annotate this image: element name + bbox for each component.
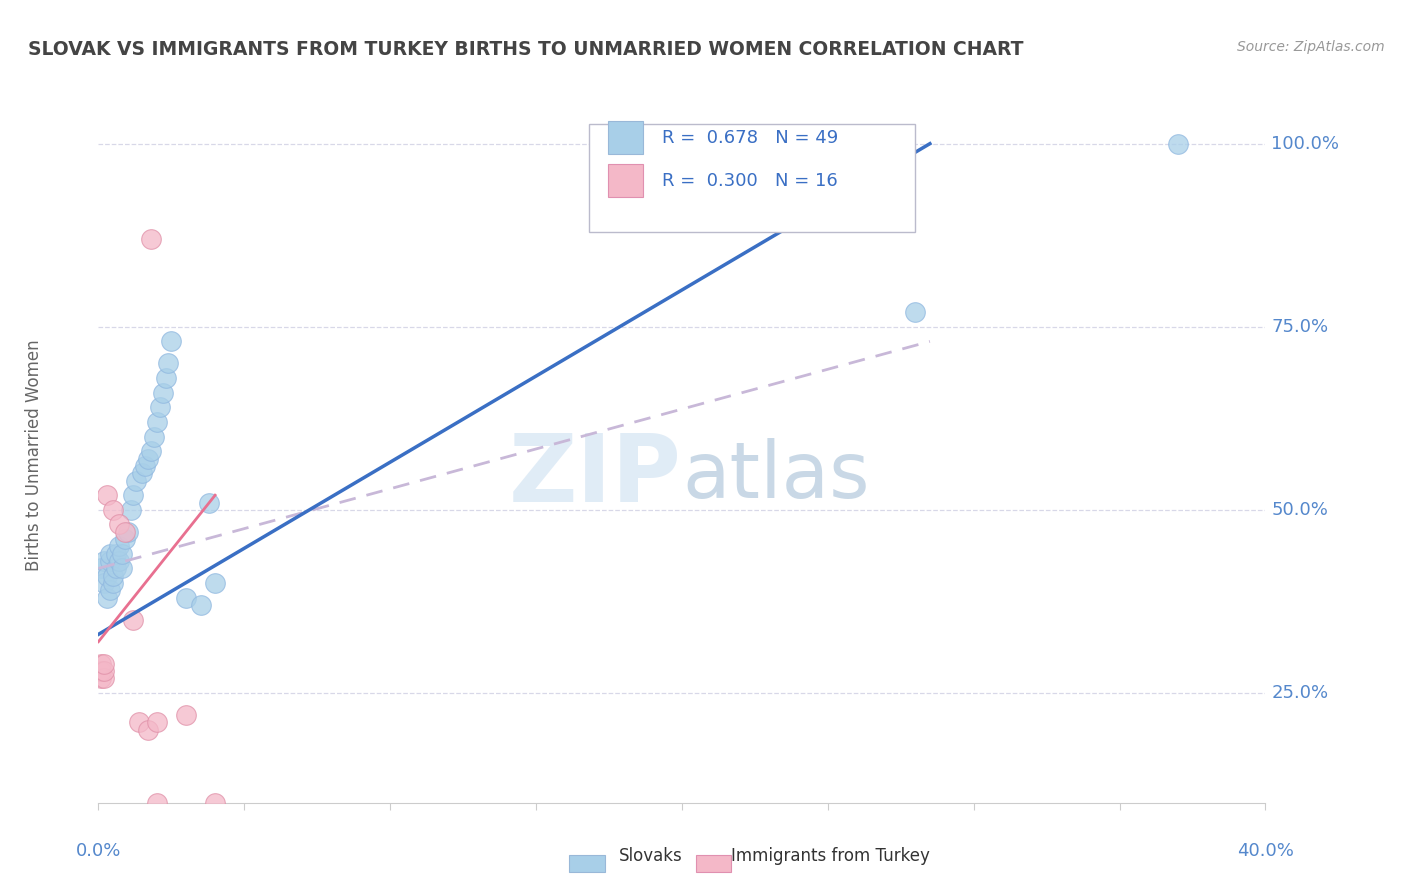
- Point: [758, 136, 780, 151]
- Point: [93, 657, 115, 671]
- Point: [190, 598, 212, 612]
- Point: [98, 554, 121, 568]
- Point: [1167, 136, 1189, 151]
- Text: Source: ZipAtlas.com: Source: ZipAtlas.com: [1237, 40, 1385, 54]
- Point: [108, 540, 131, 554]
- Point: [136, 451, 159, 466]
- Point: [155, 371, 177, 385]
- Text: 75.0%: 75.0%: [1271, 318, 1329, 335]
- Point: [90, 664, 112, 678]
- Text: ZIP: ZIP: [509, 430, 682, 522]
- Text: atlas: atlas: [682, 438, 869, 514]
- Point: [142, 429, 165, 443]
- Bar: [609, 164, 644, 197]
- Text: 40.0%: 40.0%: [1237, 842, 1294, 860]
- Point: [174, 591, 197, 605]
- Point: [122, 613, 145, 627]
- Point: [730, 136, 752, 151]
- Point: [108, 517, 131, 532]
- Point: [744, 136, 766, 151]
- Point: [657, 136, 679, 151]
- Point: [114, 532, 136, 546]
- Point: [90, 657, 112, 671]
- Point: [117, 524, 139, 539]
- Text: 50.0%: 50.0%: [1271, 500, 1329, 519]
- Text: Immigrants from Turkey: Immigrants from Turkey: [731, 847, 929, 865]
- Point: [174, 707, 197, 722]
- Point: [134, 458, 156, 473]
- Point: [198, 495, 221, 509]
- Point: [101, 568, 124, 582]
- Text: SLOVAK VS IMMIGRANTS FROM TURKEY BIRTHS TO UNMARRIED WOMEN CORRELATION CHART: SLOVAK VS IMMIGRANTS FROM TURKEY BIRTHS …: [28, 40, 1024, 59]
- Point: [90, 561, 112, 575]
- Point: [139, 444, 162, 458]
- Point: [149, 401, 172, 415]
- Point: [96, 591, 118, 605]
- Point: [136, 723, 159, 737]
- Text: R =  0.678   N = 49: R = 0.678 N = 49: [662, 128, 838, 146]
- Point: [157, 356, 180, 370]
- Point: [122, 488, 145, 502]
- Point: [111, 561, 134, 575]
- FancyBboxPatch shape: [589, 124, 915, 232]
- Point: [904, 305, 927, 319]
- Point: [114, 524, 136, 539]
- Point: [146, 415, 169, 429]
- Point: [204, 796, 226, 810]
- Point: [685, 136, 707, 151]
- Point: [714, 136, 737, 151]
- Point: [714, 136, 737, 151]
- Point: [93, 664, 115, 678]
- Point: [787, 136, 810, 151]
- Bar: [609, 121, 644, 154]
- Point: [101, 503, 124, 517]
- Text: Births to Unmarried Women: Births to Unmarried Women: [25, 339, 44, 571]
- Point: [131, 467, 153, 481]
- Point: [90, 671, 112, 685]
- Point: [101, 576, 124, 591]
- Point: [671, 136, 693, 151]
- Point: [93, 671, 115, 685]
- Text: 100.0%: 100.0%: [1271, 135, 1340, 153]
- Point: [93, 554, 115, 568]
- Point: [120, 503, 142, 517]
- Point: [160, 334, 183, 349]
- Point: [104, 561, 127, 575]
- Point: [146, 715, 169, 730]
- Text: 0.0%: 0.0%: [76, 842, 121, 860]
- Text: Slovaks: Slovaks: [619, 847, 682, 865]
- Point: [98, 547, 121, 561]
- Point: [152, 385, 174, 400]
- Point: [96, 488, 118, 502]
- Point: [98, 583, 121, 598]
- Point: [108, 554, 131, 568]
- Point: [93, 576, 115, 591]
- Point: [128, 715, 150, 730]
- Point: [111, 547, 134, 561]
- Point: [125, 474, 148, 488]
- Point: [204, 576, 226, 591]
- Point: [700, 136, 723, 151]
- Point: [146, 796, 169, 810]
- Point: [773, 136, 796, 151]
- Point: [104, 547, 127, 561]
- Text: R =  0.300   N = 16: R = 0.300 N = 16: [662, 172, 838, 190]
- Point: [96, 568, 118, 582]
- Point: [139, 232, 162, 246]
- Text: 25.0%: 25.0%: [1271, 684, 1329, 702]
